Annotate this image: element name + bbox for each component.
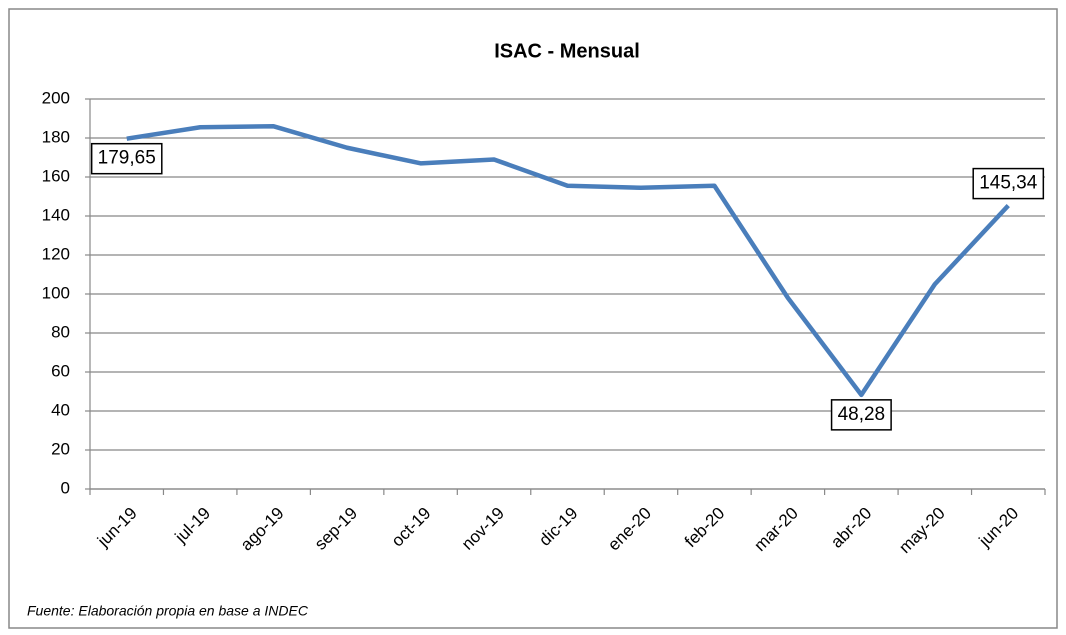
- y-tick-label: 100: [42, 283, 70, 302]
- y-tick-label: 80: [51, 322, 70, 341]
- data-label-text: 179,65: [98, 148, 156, 169]
- y-tick-label: 40: [51, 400, 70, 419]
- y-tick-label: 60: [51, 361, 70, 380]
- data-label-box: [830, 399, 892, 431]
- y-tick-label: 20: [51, 439, 70, 458]
- chart-title: ISAC - Mensual: [494, 40, 640, 62]
- y-tick-label: 160: [42, 166, 70, 185]
- y-tick-label: 120: [42, 244, 70, 263]
- y-tick-label: 0: [61, 478, 70, 497]
- y-tick-label: 200: [42, 88, 70, 107]
- data-label: 145,34: [972, 167, 1045, 200]
- data-label: 179,65: [90, 142, 163, 175]
- y-tick-label: 180: [42, 127, 70, 146]
- data-label-text: 48,28: [838, 404, 886, 425]
- line-series: [126, 124, 1010, 398]
- chart-frame: [8, 8, 1058, 629]
- data-label-box: [972, 167, 1045, 200]
- data-label-box: [90, 142, 163, 175]
- y-tick-label: 140: [42, 205, 70, 224]
- data-label-text: 145,34: [979, 173, 1038, 194]
- data-label: 48,28: [830, 399, 892, 431]
- source-note: Fuente: Elaboración propia en base a IND…: [27, 603, 309, 619]
